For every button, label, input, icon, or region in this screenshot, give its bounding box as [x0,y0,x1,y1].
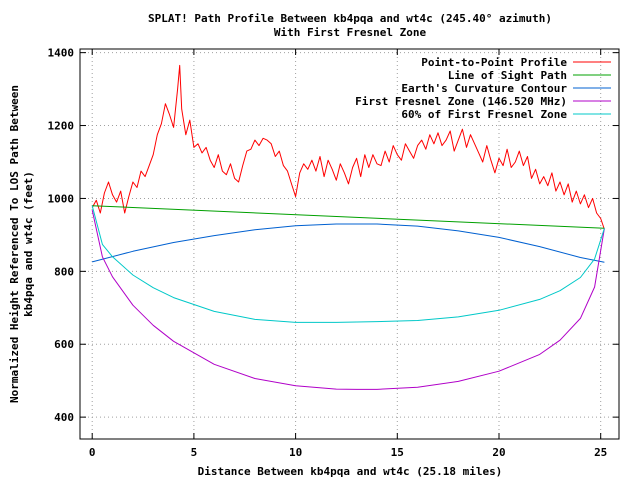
x-tick-label: 10 [289,446,302,459]
y-tick-label: 600 [54,338,74,351]
series-layer [91,64,605,390]
legend-label-line-of-sight-path: Line of Sight Path [448,69,567,82]
chart-subtitle: With First Fresnel Zone [274,26,427,39]
legend-label-earth-s-curvature-contour: Earth's Curvature Contour [401,82,567,95]
legend-label-60-of-first-fresnel-zone: 60% of First Fresnel Zone [401,108,567,121]
series-line-earth-s-curvature-contour [92,223,605,263]
chart-title: SPLAT! Path Profile Between kb4pqa and w… [148,12,552,25]
x-tick-label: 0 [89,446,96,459]
axis-ticks: 0 5 10 15 20 25 400 600 800 1000 1200 1400 [48,47,619,459]
series-line-line-of-sight-path [92,205,605,229]
y-axis-label-line2: kb4pqa and wt4c (feet) [22,171,35,317]
x-axis-label: Distance Between kb4pqa and wt4c (25.18 … [198,465,503,478]
x-tick-label: 25 [594,446,607,459]
legend-label-first-fresnel-zone-146-520-mhz: First Fresnel Zone (146.520 MHz) [355,95,567,108]
y-tick-label: 1000 [48,192,75,205]
y-tick-label: 400 [54,411,74,424]
legend-label-point-to-point-profile: Point-to-Point Profile [421,56,567,69]
y-tick-label: 1200 [48,120,75,133]
y-axis-label-line1: Normalized Height Referenced To LOS Path… [8,85,21,403]
x-tick-label: 5 [191,446,198,459]
y-tick-label: 800 [54,265,74,278]
y-tick-label: 1400 [48,47,75,60]
series-line-point-to-point-profile [91,64,605,230]
series-line-60-of-first-fresnel-zone [91,205,605,323]
series-line-first-fresnel-zone-146-520-mhz [91,209,605,390]
x-tick-label: 20 [492,446,505,459]
plot-frame [79,48,620,440]
x-tick-label: 15 [391,446,404,459]
